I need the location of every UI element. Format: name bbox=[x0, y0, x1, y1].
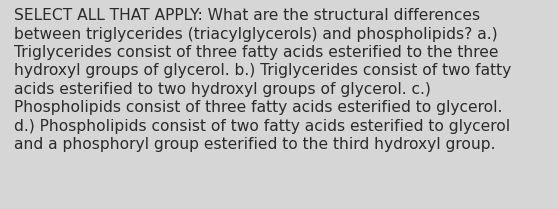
Text: SELECT ALL THAT APPLY: What are the structural differences
between triglycerides: SELECT ALL THAT APPLY: What are the stru… bbox=[14, 8, 511, 152]
